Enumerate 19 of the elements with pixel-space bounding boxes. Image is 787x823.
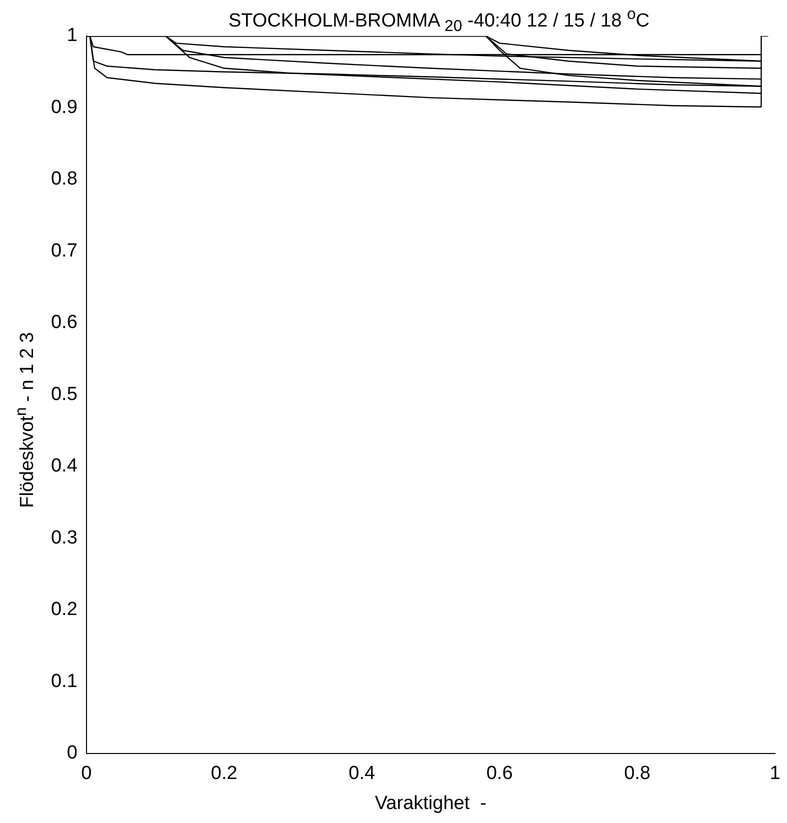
x-tick-label: 1 <box>770 763 780 784</box>
x-axis-title: Varaktighet - <box>374 792 487 814</box>
y-tick-label: 0.4 <box>50 456 78 477</box>
y-tick-label: 0.9 <box>50 96 78 118</box>
x-tick-label: 0.4 <box>348 763 376 784</box>
chart-title: STOCKHOLM-BROMMA $_{20}$ -40:40 12 / 15 / 18 $^{o}$C <box>227 6 650 36</box>
y-tick-label: 0.7 <box>50 240 78 262</box>
y-tick-label: 0.5 <box>50 384 78 405</box>
x-tick-label: 0 <box>81 763 92 784</box>
y-tick-label: 0 <box>66 742 78 764</box>
y-tick-label: 0.8 <box>50 168 78 190</box>
y-tick-label: 0.6 <box>50 312 78 334</box>
y-tick-label: 0.3 <box>50 527 78 548</box>
x-tick-label: 0.8 <box>624 763 650 784</box>
y-tick-label: 0.2 <box>50 599 78 620</box>
y-tick-label: 0.1 <box>50 670 78 692</box>
y-tick-label: 1 <box>66 25 78 46</box>
x-tick-label: 0.2 <box>210 763 238 784</box>
x-tick-label: 0.6 <box>486 763 513 784</box>
